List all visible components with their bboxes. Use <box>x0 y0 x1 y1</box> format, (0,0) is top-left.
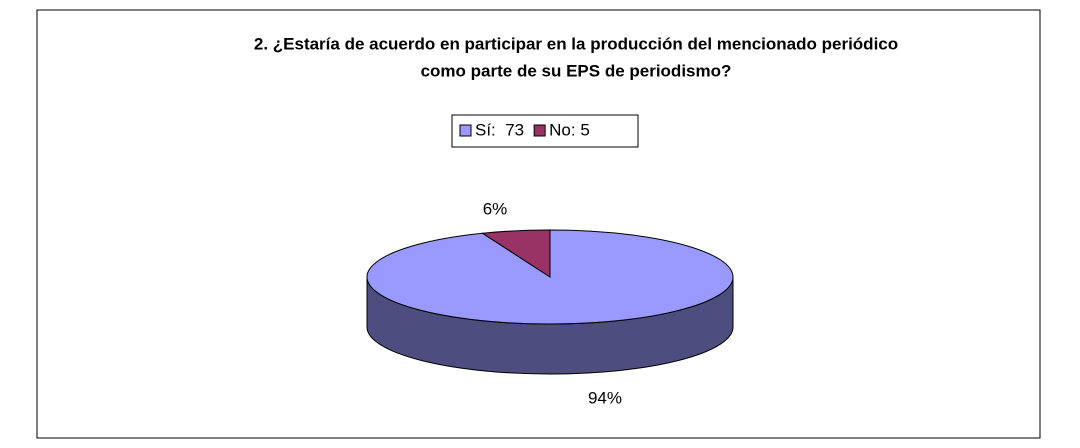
legend-label: No: 5 <box>549 120 590 139</box>
legend-swatch <box>533 124 546 137</box>
chart-title: como parte de su EPS de periodismo? <box>421 61 732 80</box>
legend-swatch <box>459 124 472 137</box>
data-label: 94% <box>588 389 622 408</box>
legend-label: Sí: 73 <box>475 120 524 139</box>
chart-title: 2. ¿Estaría de acuerdo en participar en … <box>254 34 898 53</box>
data-label: 6% <box>483 199 508 218</box>
pie-slice <box>481 229 551 278</box>
